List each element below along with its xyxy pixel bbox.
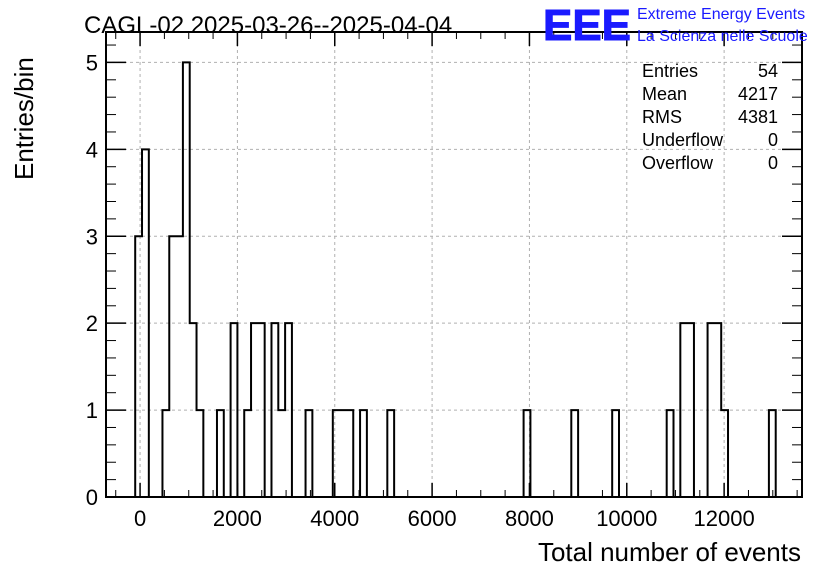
- histogram-bin: [360, 410, 367, 497]
- y-tick-label: 3: [86, 224, 98, 249]
- stats-label: RMS: [642, 107, 682, 127]
- histogram-bin: [714, 323, 721, 497]
- stats-box: Entries 54 Mean 4217 RMS 4381 Underflow 0 Overfl…: [642, 61, 778, 173]
- stats-value: 0: [768, 153, 778, 173]
- histogram-bin: [612, 410, 619, 497]
- eee-logo: EEE Extreme Energy Events La Scienza nel…: [543, 1, 808, 51]
- y-axis-label: Entries/bin: [9, 57, 39, 180]
- stats-value: 4217: [738, 84, 778, 104]
- histogram-bin: [306, 410, 313, 497]
- y-tick-label: 5: [86, 50, 98, 75]
- x-axis-label: Total number of events: [538, 537, 801, 567]
- eee-logo-mark: EEE: [543, 1, 631, 50]
- histogram-bin: [387, 410, 394, 497]
- x-tick-label: 12000: [694, 506, 755, 531]
- histogram-bin: [251, 323, 258, 497]
- histogram-bin: [278, 410, 285, 497]
- x-tick-labels: 0 2000 4000 6000 8000 10000 12000: [134, 506, 755, 531]
- chart-title: CAGL-02 2025-03-26--2025-04-04: [84, 12, 452, 39]
- histogram-bin: [258, 323, 265, 497]
- x-tick-label: 6000: [408, 506, 457, 531]
- axis-ticks: [106, 32, 802, 498]
- histogram-bin: [190, 323, 197, 497]
- histogram-bin: [271, 323, 278, 497]
- y-tick-label: 0: [86, 485, 98, 510]
- histogram-bin: [183, 62, 190, 497]
- histogram-bin: [346, 410, 353, 497]
- histogram-bin: [162, 410, 169, 497]
- x-tick-label: 8000: [505, 506, 554, 531]
- histogram-bin: [244, 410, 251, 497]
- histogram-bin: [680, 323, 687, 497]
- histogram-bin: [285, 323, 292, 497]
- histogram-bin: [142, 149, 149, 497]
- x-tick-label: 2000: [213, 506, 262, 531]
- histogram-bin: [333, 410, 340, 497]
- histogram-bin: [176, 236, 183, 497]
- eee-logo-line1: Extreme Energy Events: [637, 6, 805, 23]
- histogram-bin: [340, 410, 347, 497]
- stats-value: 0: [768, 130, 778, 150]
- histogram-bin: [135, 236, 142, 497]
- histogram-bin: [667, 410, 674, 497]
- y-tick-label: 4: [86, 137, 98, 162]
- stats-label: Underflow: [642, 130, 724, 150]
- histogram-bin: [708, 323, 715, 497]
- histogram-bin: [687, 323, 694, 497]
- eee-logo-line2: La Scienza nelle Scuole: [637, 28, 808, 45]
- stats-label: Mean: [642, 84, 687, 104]
- x-tick-label: 10000: [596, 506, 657, 531]
- stats-label: Entries: [642, 61, 698, 81]
- histogram-bin: [217, 410, 224, 497]
- y-tick-labels: 0 1 2 3 4 5: [86, 50, 98, 510]
- histogram-bin: [169, 236, 176, 497]
- stats-value: 54: [758, 61, 778, 81]
- histogram-bin: [231, 323, 238, 497]
- x-tick-label: 4000: [310, 506, 359, 531]
- histogram-bin: [197, 410, 204, 497]
- histogram-outline: [134, 61, 777, 498]
- histogram-bin: [769, 410, 776, 497]
- histogram-series: [134, 61, 777, 498]
- histogram-bin: [571, 410, 578, 497]
- x-tick-label: 0: [134, 506, 146, 531]
- stats-label: Overflow: [642, 153, 714, 173]
- stats-value: 4381: [738, 107, 778, 127]
- plot-frame: [105, 31, 803, 498]
- grid: [106, 32, 802, 497]
- y-tick-label: 1: [86, 398, 98, 423]
- y-tick-label: 2: [86, 311, 98, 336]
